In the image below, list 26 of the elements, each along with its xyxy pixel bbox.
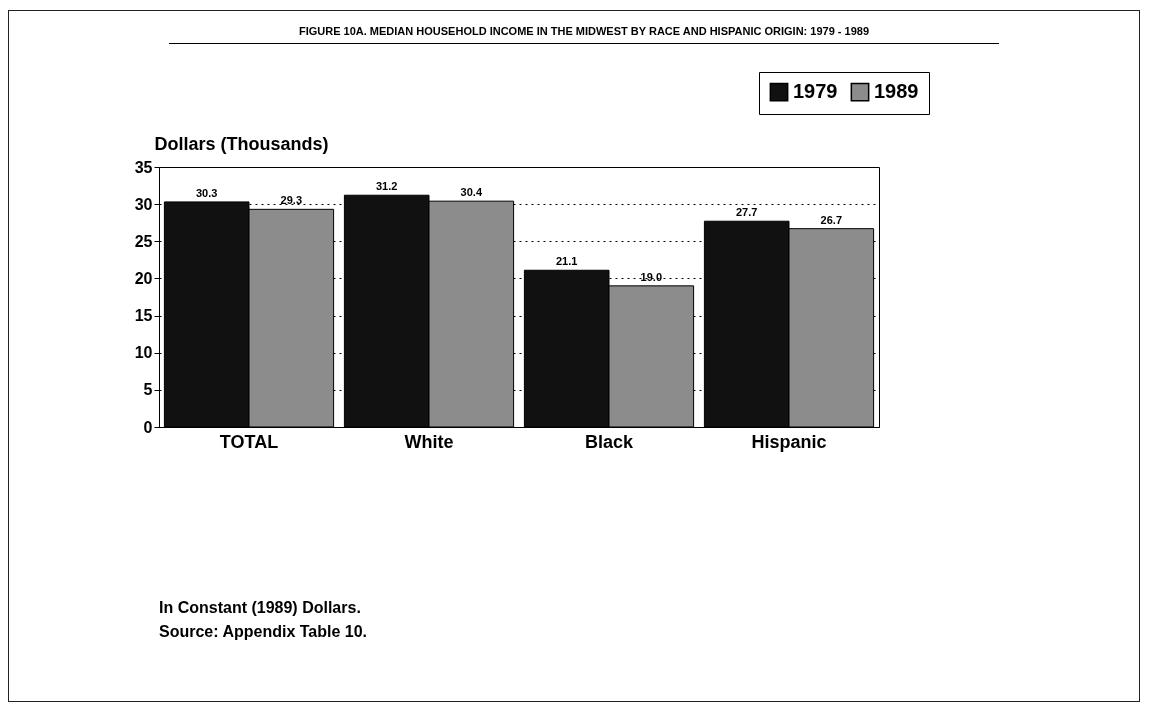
y-axis-title: Dollars (Thousands)	[154, 133, 329, 154]
y-tick-label: 25	[134, 232, 153, 250]
y-tick-label: 35	[134, 158, 153, 176]
x-tick-label: TOTAL	[219, 431, 279, 452]
y-tick-label: 30	[134, 195, 153, 213]
text: In Constant (1989) Dollars.	[159, 598, 362, 618]
y-tick-label: 20	[134, 269, 153, 287]
y-tick-label: 5	[143, 381, 153, 399]
y-tick-label: 15	[134, 307, 153, 325]
chart-title: FIGURE 10A. MEDIAN HOUSEHOLD INCOME IN THE MIDWEST BY RACE AND HISPANIC ORIGIN: 1979 - 1989	[169, 25, 999, 44]
x-tick-label: Hispanic	[751, 431, 827, 452]
legend-label: 1979	[793, 80, 838, 103]
data-label: 21.1	[555, 255, 578, 268]
data-label: 26.7	[820, 213, 843, 226]
y-tick-label: 10	[134, 344, 153, 362]
x-tick-label: White	[404, 431, 454, 452]
data-label: 29.3	[280, 194, 303, 207]
data-label: 31.2	[375, 180, 398, 193]
legend-label: 1989	[874, 80, 919, 103]
y-tick-label: 0	[143, 418, 153, 436]
data-label: 30.4	[460, 186, 483, 199]
source-note: Source: Appendix Table 10.	[159, 622, 368, 642]
data-label: 27.7	[735, 206, 758, 219]
x-tick-label: Black	[584, 431, 634, 452]
data-label: 19.0	[640, 270, 663, 283]
data-label: 30.3	[195, 186, 218, 199]
